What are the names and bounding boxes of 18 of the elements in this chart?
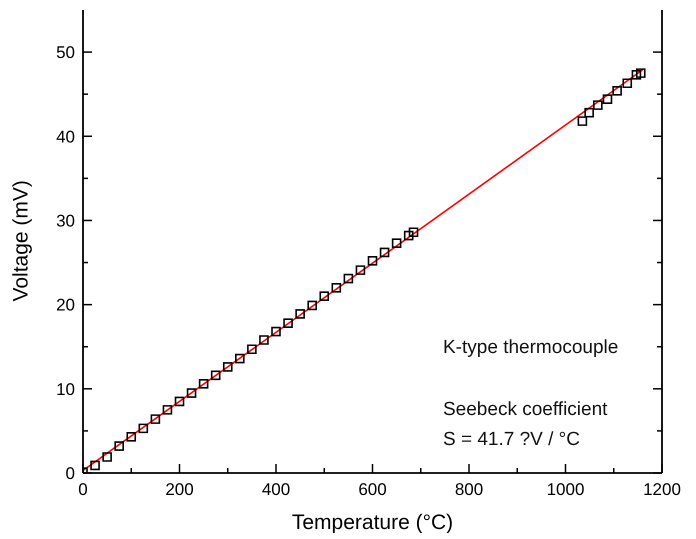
y-tick-label: 20 <box>56 296 75 315</box>
x-tick-label: 600 <box>358 480 387 499</box>
x-tick-label: 1000 <box>546 480 584 499</box>
x-tick-label: 400 <box>262 480 290 499</box>
annotation: S = 41.7 ?V / °C <box>443 428 581 452</box>
x-tick-label: 0 <box>78 480 88 499</box>
annotation: K-type thermocouple <box>443 336 618 360</box>
x-tick-label: 1200 <box>643 480 681 499</box>
y-tick-label: 50 <box>56 43 75 62</box>
y-tick-label: 0 <box>66 464 75 483</box>
y-axis-title: Voltage (mV) <box>9 180 32 302</box>
x-axis-title: Temperature (°C) <box>292 511 454 534</box>
annotation: Seebeck coefficient <box>443 398 608 422</box>
y-tick-label: 40 <box>56 127 75 146</box>
x-tick-label: 800 <box>454 480 484 499</box>
y-tick-label: 10 <box>56 380 75 399</box>
y-tick-label: 30 <box>56 211 75 230</box>
x-tick-label: 200 <box>165 480 194 499</box>
